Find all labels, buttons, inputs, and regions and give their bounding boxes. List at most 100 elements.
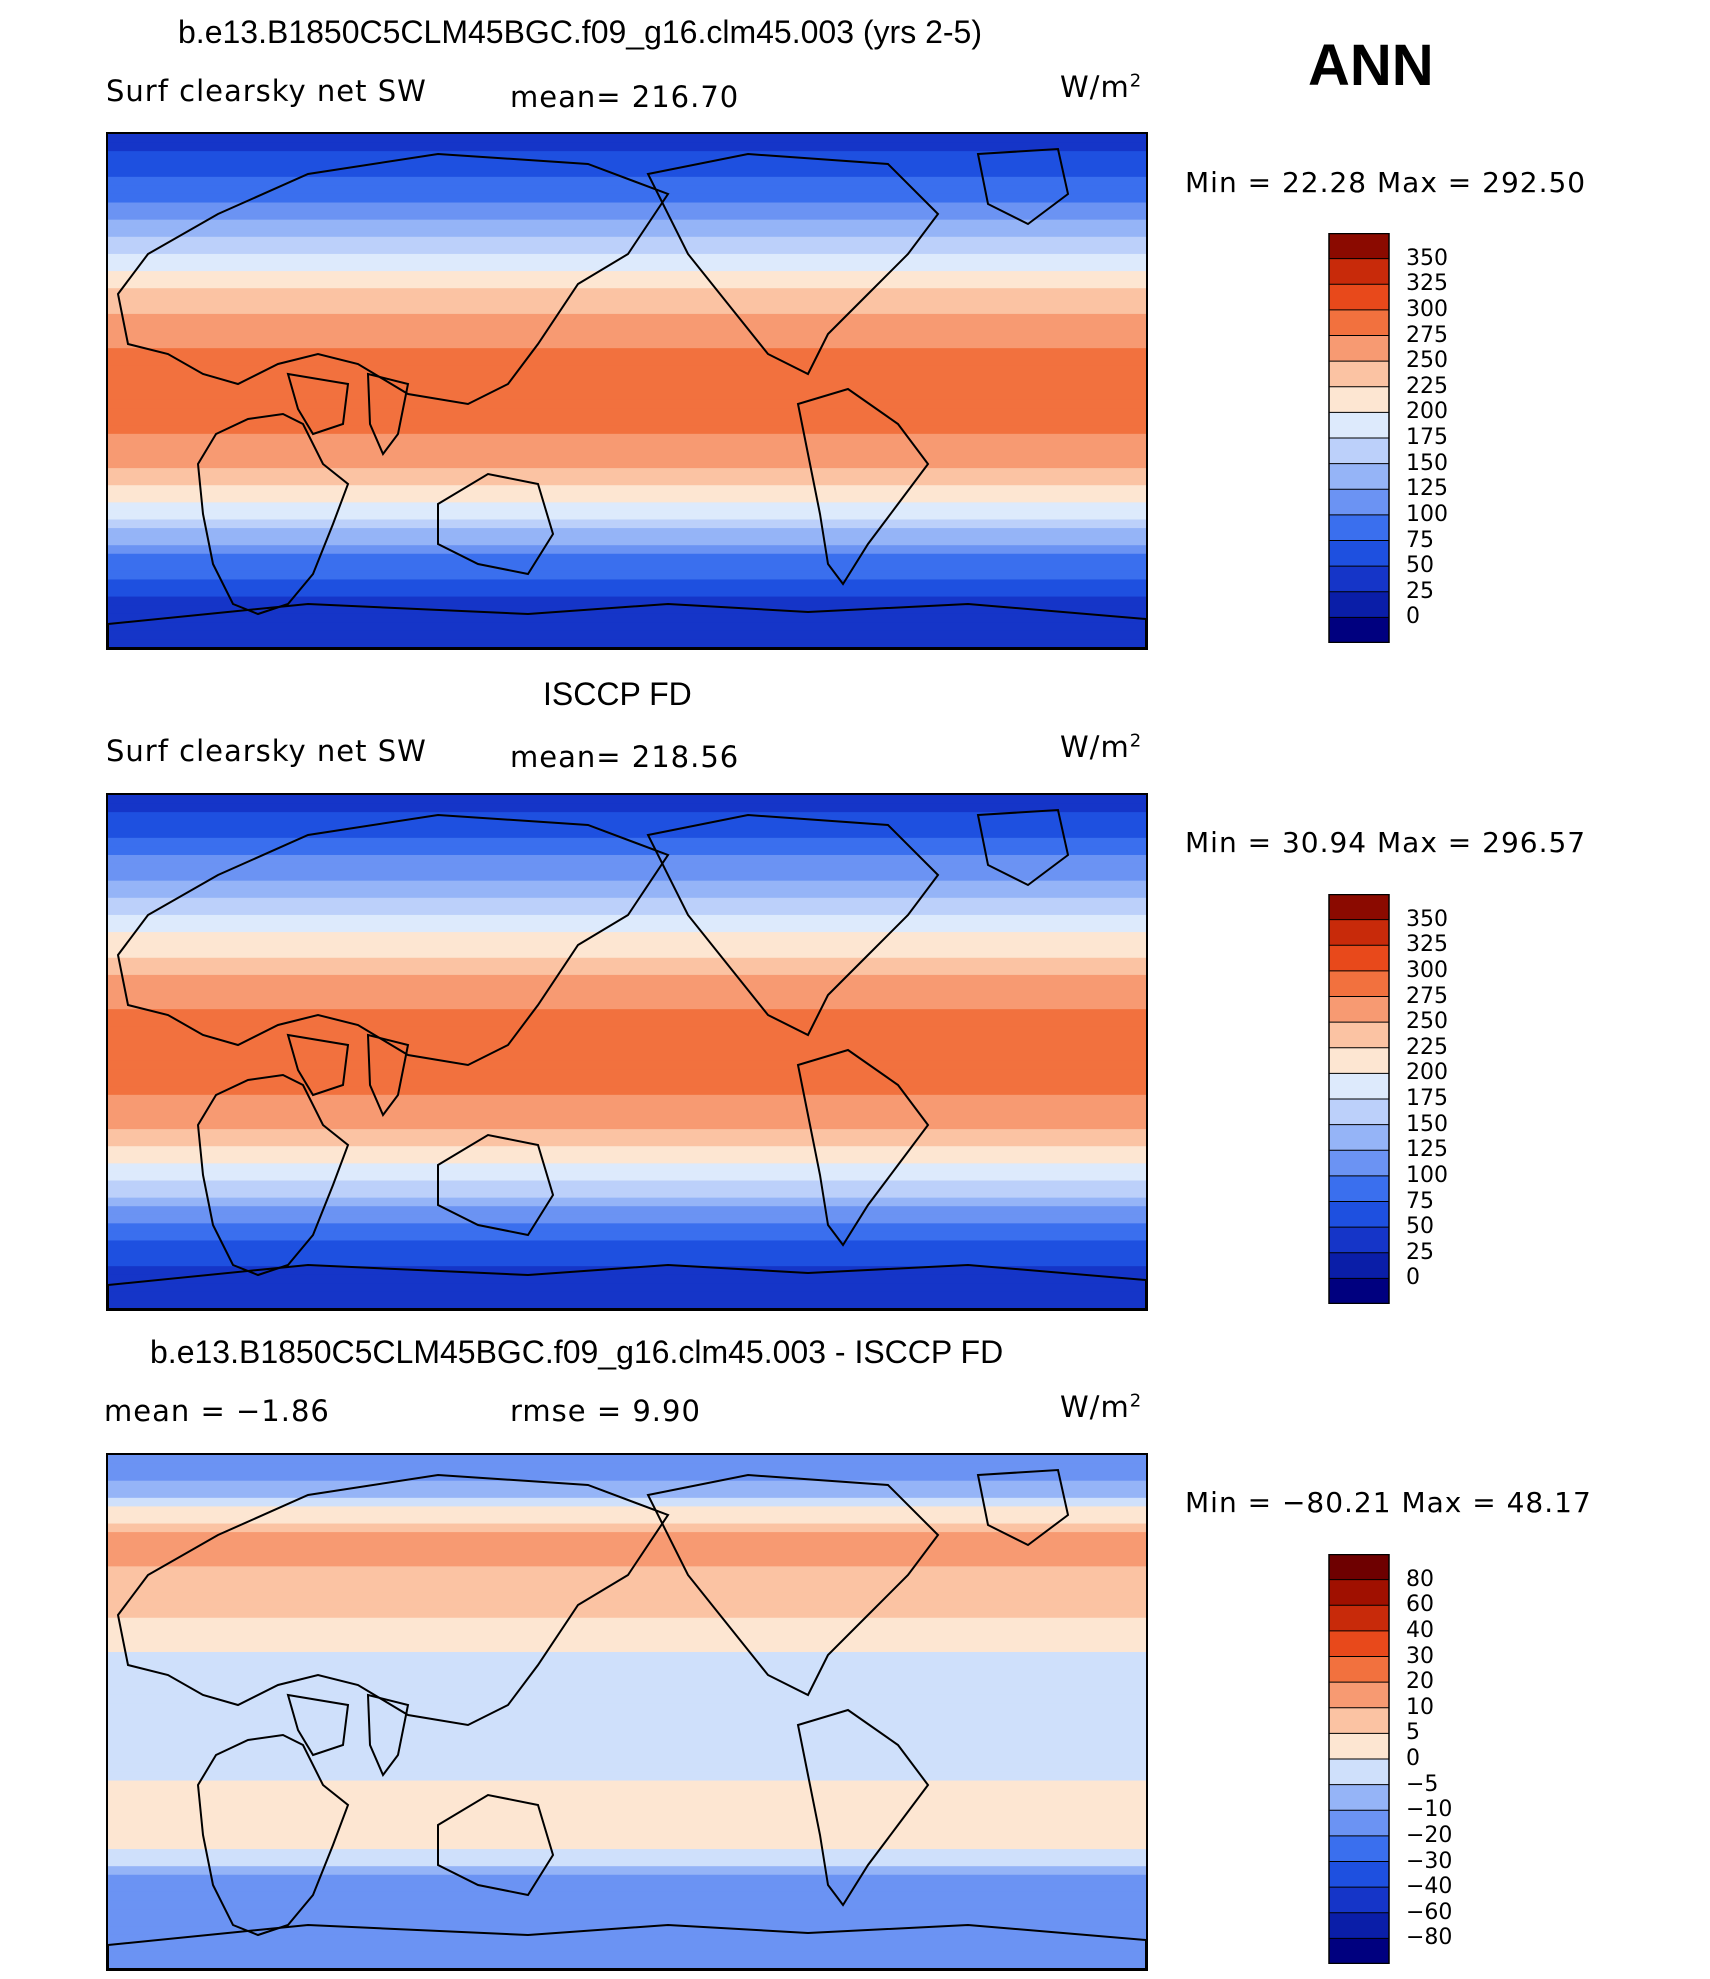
map-band bbox=[108, 1814, 1146, 1825]
map-band bbox=[108, 940, 1146, 950]
colorbar-tick-label: 300 bbox=[1406, 296, 1448, 322]
map-band bbox=[108, 1592, 1146, 1602]
panel2-units: W/m2 bbox=[1060, 730, 1143, 764]
map-band bbox=[108, 1720, 1146, 1730]
panel3-map-svg bbox=[108, 1455, 1146, 1969]
map-band bbox=[108, 906, 1146, 916]
panel3-mean-label: mean = −1.86 bbox=[104, 1394, 330, 1428]
map-band bbox=[108, 1840, 1146, 1850]
coastline-greenland bbox=[976, 808, 1070, 887]
panel3-units: W/m2 bbox=[1060, 1390, 1143, 1424]
map-band bbox=[108, 1926, 1146, 1936]
map-band bbox=[108, 1643, 1146, 1653]
coastline-africa bbox=[196, 412, 350, 616]
map-band bbox=[108, 795, 1146, 805]
panel2-map-svg bbox=[108, 795, 1146, 1309]
map-band bbox=[108, 485, 1146, 495]
panel1-colorbar-svg bbox=[1328, 233, 1390, 643]
map-band bbox=[108, 1729, 1146, 1739]
map-band bbox=[108, 1943, 1146, 1953]
colorbar-tick-label: 25 bbox=[1406, 578, 1434, 604]
map-band bbox=[108, 966, 1146, 976]
map-band bbox=[108, 992, 1146, 1002]
map-band bbox=[108, 1103, 1146, 1113]
map-band bbox=[108, 1086, 1146, 1096]
map-band bbox=[108, 562, 1146, 572]
panel2-colorbar-svg bbox=[1328, 894, 1390, 1304]
coastline-europe-asia bbox=[116, 813, 670, 1067]
panel2-variable-label: Surf clearsky net SW bbox=[106, 734, 427, 768]
colorbar-tick-label: −10 bbox=[1406, 1797, 1453, 1823]
map-band bbox=[108, 391, 1146, 401]
map-band bbox=[108, 1686, 1146, 1696]
map-band bbox=[108, 545, 1146, 555]
map-band bbox=[108, 1703, 1146, 1713]
map-band bbox=[108, 1163, 1146, 1173]
colorbar-swatch bbox=[1328, 233, 1390, 260]
map-band bbox=[108, 476, 1146, 487]
colorbar-tick-label: 0 bbox=[1406, 604, 1420, 630]
map-band bbox=[108, 1900, 1146, 1910]
map-band bbox=[108, 519, 1146, 529]
colorbar-swatch bbox=[1328, 1656, 1390, 1684]
map-band bbox=[108, 1052, 1146, 1062]
map-band bbox=[108, 134, 1146, 144]
map-band bbox=[108, 1797, 1146, 1808]
colorbar-swatch bbox=[1328, 283, 1390, 311]
map-band bbox=[108, 1652, 1146, 1662]
colorbar-swatch bbox=[1328, 1554, 1390, 1581]
colorbar-tick-label: 275 bbox=[1406, 983, 1448, 1009]
map-band bbox=[108, 271, 1146, 281]
map-band bbox=[108, 185, 1146, 195]
colorbar-outline bbox=[1328, 894, 1390, 1304]
colorbar-swatch bbox=[1328, 1681, 1390, 1709]
map-band bbox=[108, 399, 1146, 409]
map-band bbox=[108, 1120, 1146, 1130]
map-band bbox=[108, 1849, 1146, 1859]
colorbar-swatch bbox=[1328, 944, 1390, 972]
panel1-title: b.e13.B1850C5CLM45BGC.f09_g16.clm45.003 … bbox=[178, 14, 982, 50]
map-band bbox=[108, 1883, 1146, 1893]
map-band bbox=[108, 1857, 1146, 1867]
panel2-map bbox=[106, 793, 1148, 1311]
panel2-colorbar bbox=[1328, 894, 1390, 1304]
colorbar-tick-label: 20 bbox=[1406, 1669, 1434, 1695]
map-band bbox=[108, 193, 1146, 204]
panel1-units: W/m2 bbox=[1060, 70, 1143, 104]
map-band bbox=[108, 502, 1146, 512]
colorbar-tick-label: −60 bbox=[1406, 1899, 1453, 1925]
colorbar-tick-label: 200 bbox=[1406, 399, 1448, 425]
map-band bbox=[108, 450, 1146, 461]
map-band bbox=[108, 803, 1146, 813]
map-band bbox=[108, 1669, 1146, 1679]
map-band bbox=[108, 639, 1146, 648]
panel3-map bbox=[106, 1453, 1148, 1971]
map-band bbox=[108, 579, 1146, 589]
map-band bbox=[108, 923, 1146, 933]
map-band bbox=[108, 1489, 1146, 1499]
colorbar-tick-label: 150 bbox=[1406, 1111, 1448, 1137]
coastline-north-america bbox=[646, 152, 940, 376]
colorbar-swatch bbox=[1328, 411, 1390, 440]
map-band bbox=[108, 1146, 1146, 1156]
map-band bbox=[108, 1129, 1146, 1139]
colorbar-swatch bbox=[1328, 1809, 1390, 1837]
map-band bbox=[108, 630, 1146, 641]
map-band bbox=[108, 1874, 1146, 1885]
colorbar-tick-label: 125 bbox=[1406, 476, 1448, 502]
map-band bbox=[108, 596, 1146, 606]
colorbar-tick-label: 350 bbox=[1406, 245, 1448, 271]
map-band bbox=[108, 1532, 1146, 1542]
map-band bbox=[108, 553, 1146, 564]
colorbar-swatch bbox=[1328, 1277, 1390, 1304]
colorbar-tick-label: 0 bbox=[1406, 1265, 1420, 1291]
colorbar-swatch bbox=[1328, 1072, 1390, 1101]
colorbar-tick-label: 175 bbox=[1406, 425, 1448, 450]
panel1-mean-label: mean= 216.70 bbox=[510, 80, 740, 114]
map-band bbox=[108, 1763, 1146, 1773]
colorbar-swatch bbox=[1328, 1149, 1390, 1177]
colorbar-swatch bbox=[1328, 894, 1390, 921]
map-band bbox=[108, 1197, 1146, 1207]
colorbar-swatch bbox=[1328, 463, 1390, 491]
map-band bbox=[108, 416, 1146, 427]
